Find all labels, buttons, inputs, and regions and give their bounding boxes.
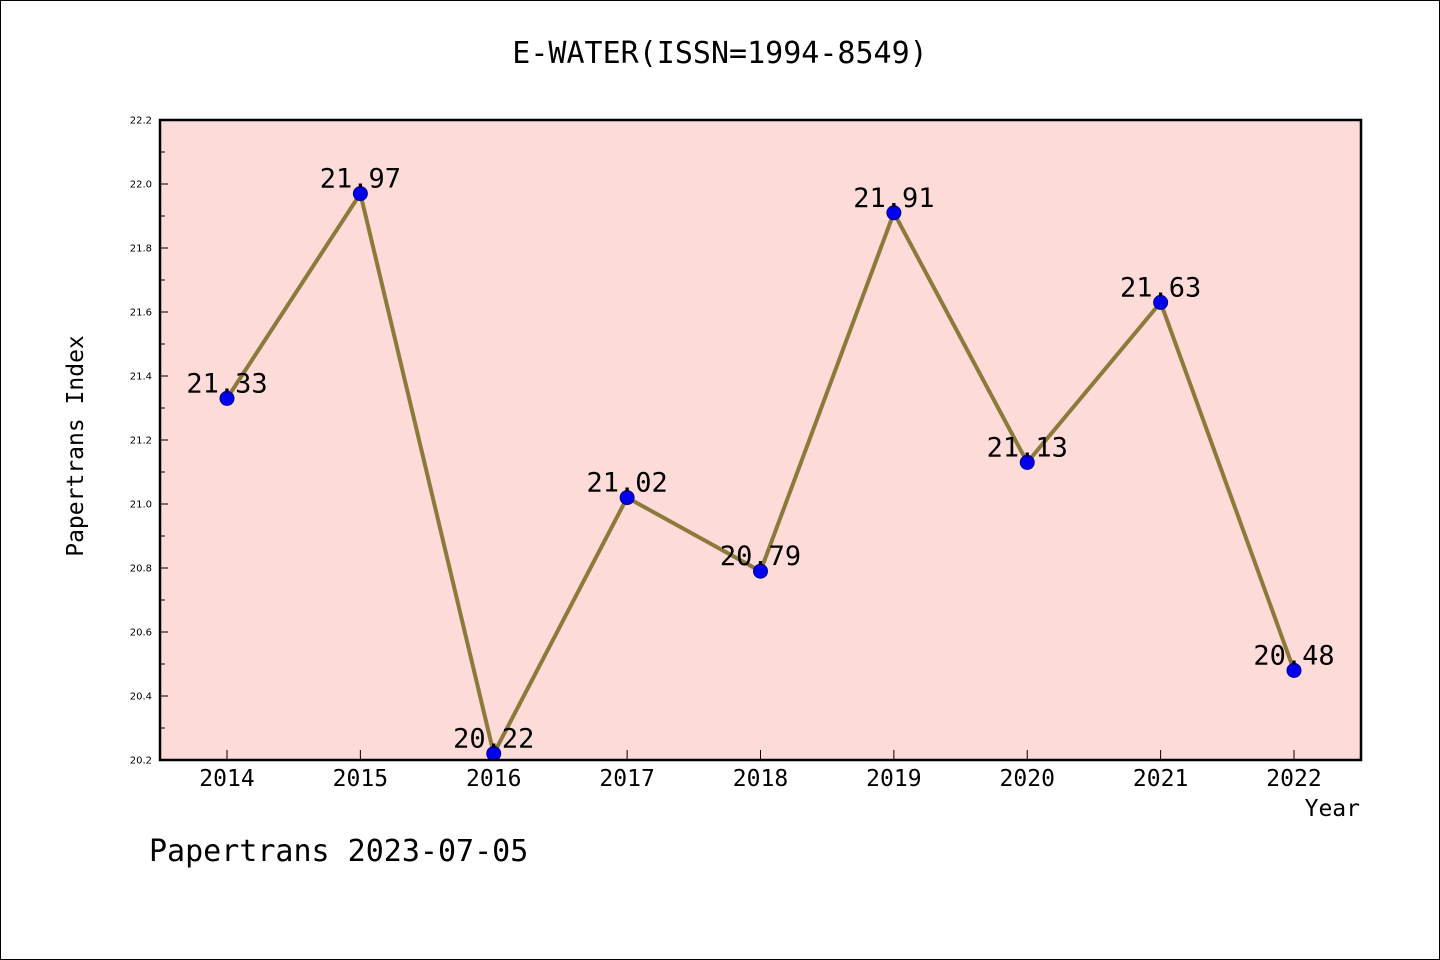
data-label: 21.13 [987,432,1068,463]
x-tick-label: 2019 [866,766,921,792]
x-tick-label: 2020 [1000,766,1055,792]
data-point [886,205,902,221]
y-tick-label: 22.0 [130,180,152,191]
y-tick-label: 20.2 [130,756,152,767]
x-tick-label: 2021 [1133,766,1188,792]
data-point [1286,662,1302,678]
data-labels: 21.33 21.97 20.22 21.02 20.79 21.91 21.13 21.63… [186,164,1334,755]
y-tick-label: 21.2 [130,436,152,447]
footer-text: Papertrans 2023-07-05 [149,834,529,869]
data-label: 21.63 [1120,272,1201,303]
data-point [1153,294,1169,310]
y-tick-label: 21.0 [130,500,152,511]
x-tick-label: 2018 [733,766,788,792]
x-axis: 2014 2015 2016 2017 2018 2019 2020 2021 2022 [199,750,1322,792]
data-point [352,186,368,202]
plot-border [158,118,1363,762]
y-tick-label: 20.4 [130,692,152,703]
data-label: 20.79 [720,541,801,572]
data-label: 21.91 [853,183,934,214]
y-tick-label: 21.6 [130,308,152,319]
data-markers [219,186,1302,762]
data-point [753,563,768,579]
data-label: 21.33 [186,368,267,399]
y-tick-label: 20.8 [130,564,152,575]
data-label: 21.97 [320,164,401,195]
x-tick-label: 2014 [199,766,254,792]
y-tick-label: 20.6 [130,628,152,639]
y-axis: 20.2 20.4 20.6 20.8 21.0 21.2 21.4 21.6 21.8 22.0… [130,116,168,767]
y-tick-label: 22.2 [130,116,152,127]
x-tick-label: 2022 [1266,766,1321,792]
data-label: 20.48 [1253,640,1334,671]
y-tick-label: 21.4 [130,372,152,383]
plot-area [160,120,1361,760]
y-tick-label: 21.8 [130,244,152,255]
data-point [619,490,635,506]
x-tick-label: 2016 [466,766,521,792]
chart-title: E-WATER(ISSN=1994-8549) [512,36,928,71]
data-point [1019,454,1035,470]
data-label: 21.02 [586,468,667,499]
data-label: 20.22 [453,724,534,755]
x-axis-label: Year [1304,796,1360,822]
x-tick-label: 2017 [599,766,654,792]
x-tick-label: 2015 [333,766,388,792]
data-point [219,390,235,406]
